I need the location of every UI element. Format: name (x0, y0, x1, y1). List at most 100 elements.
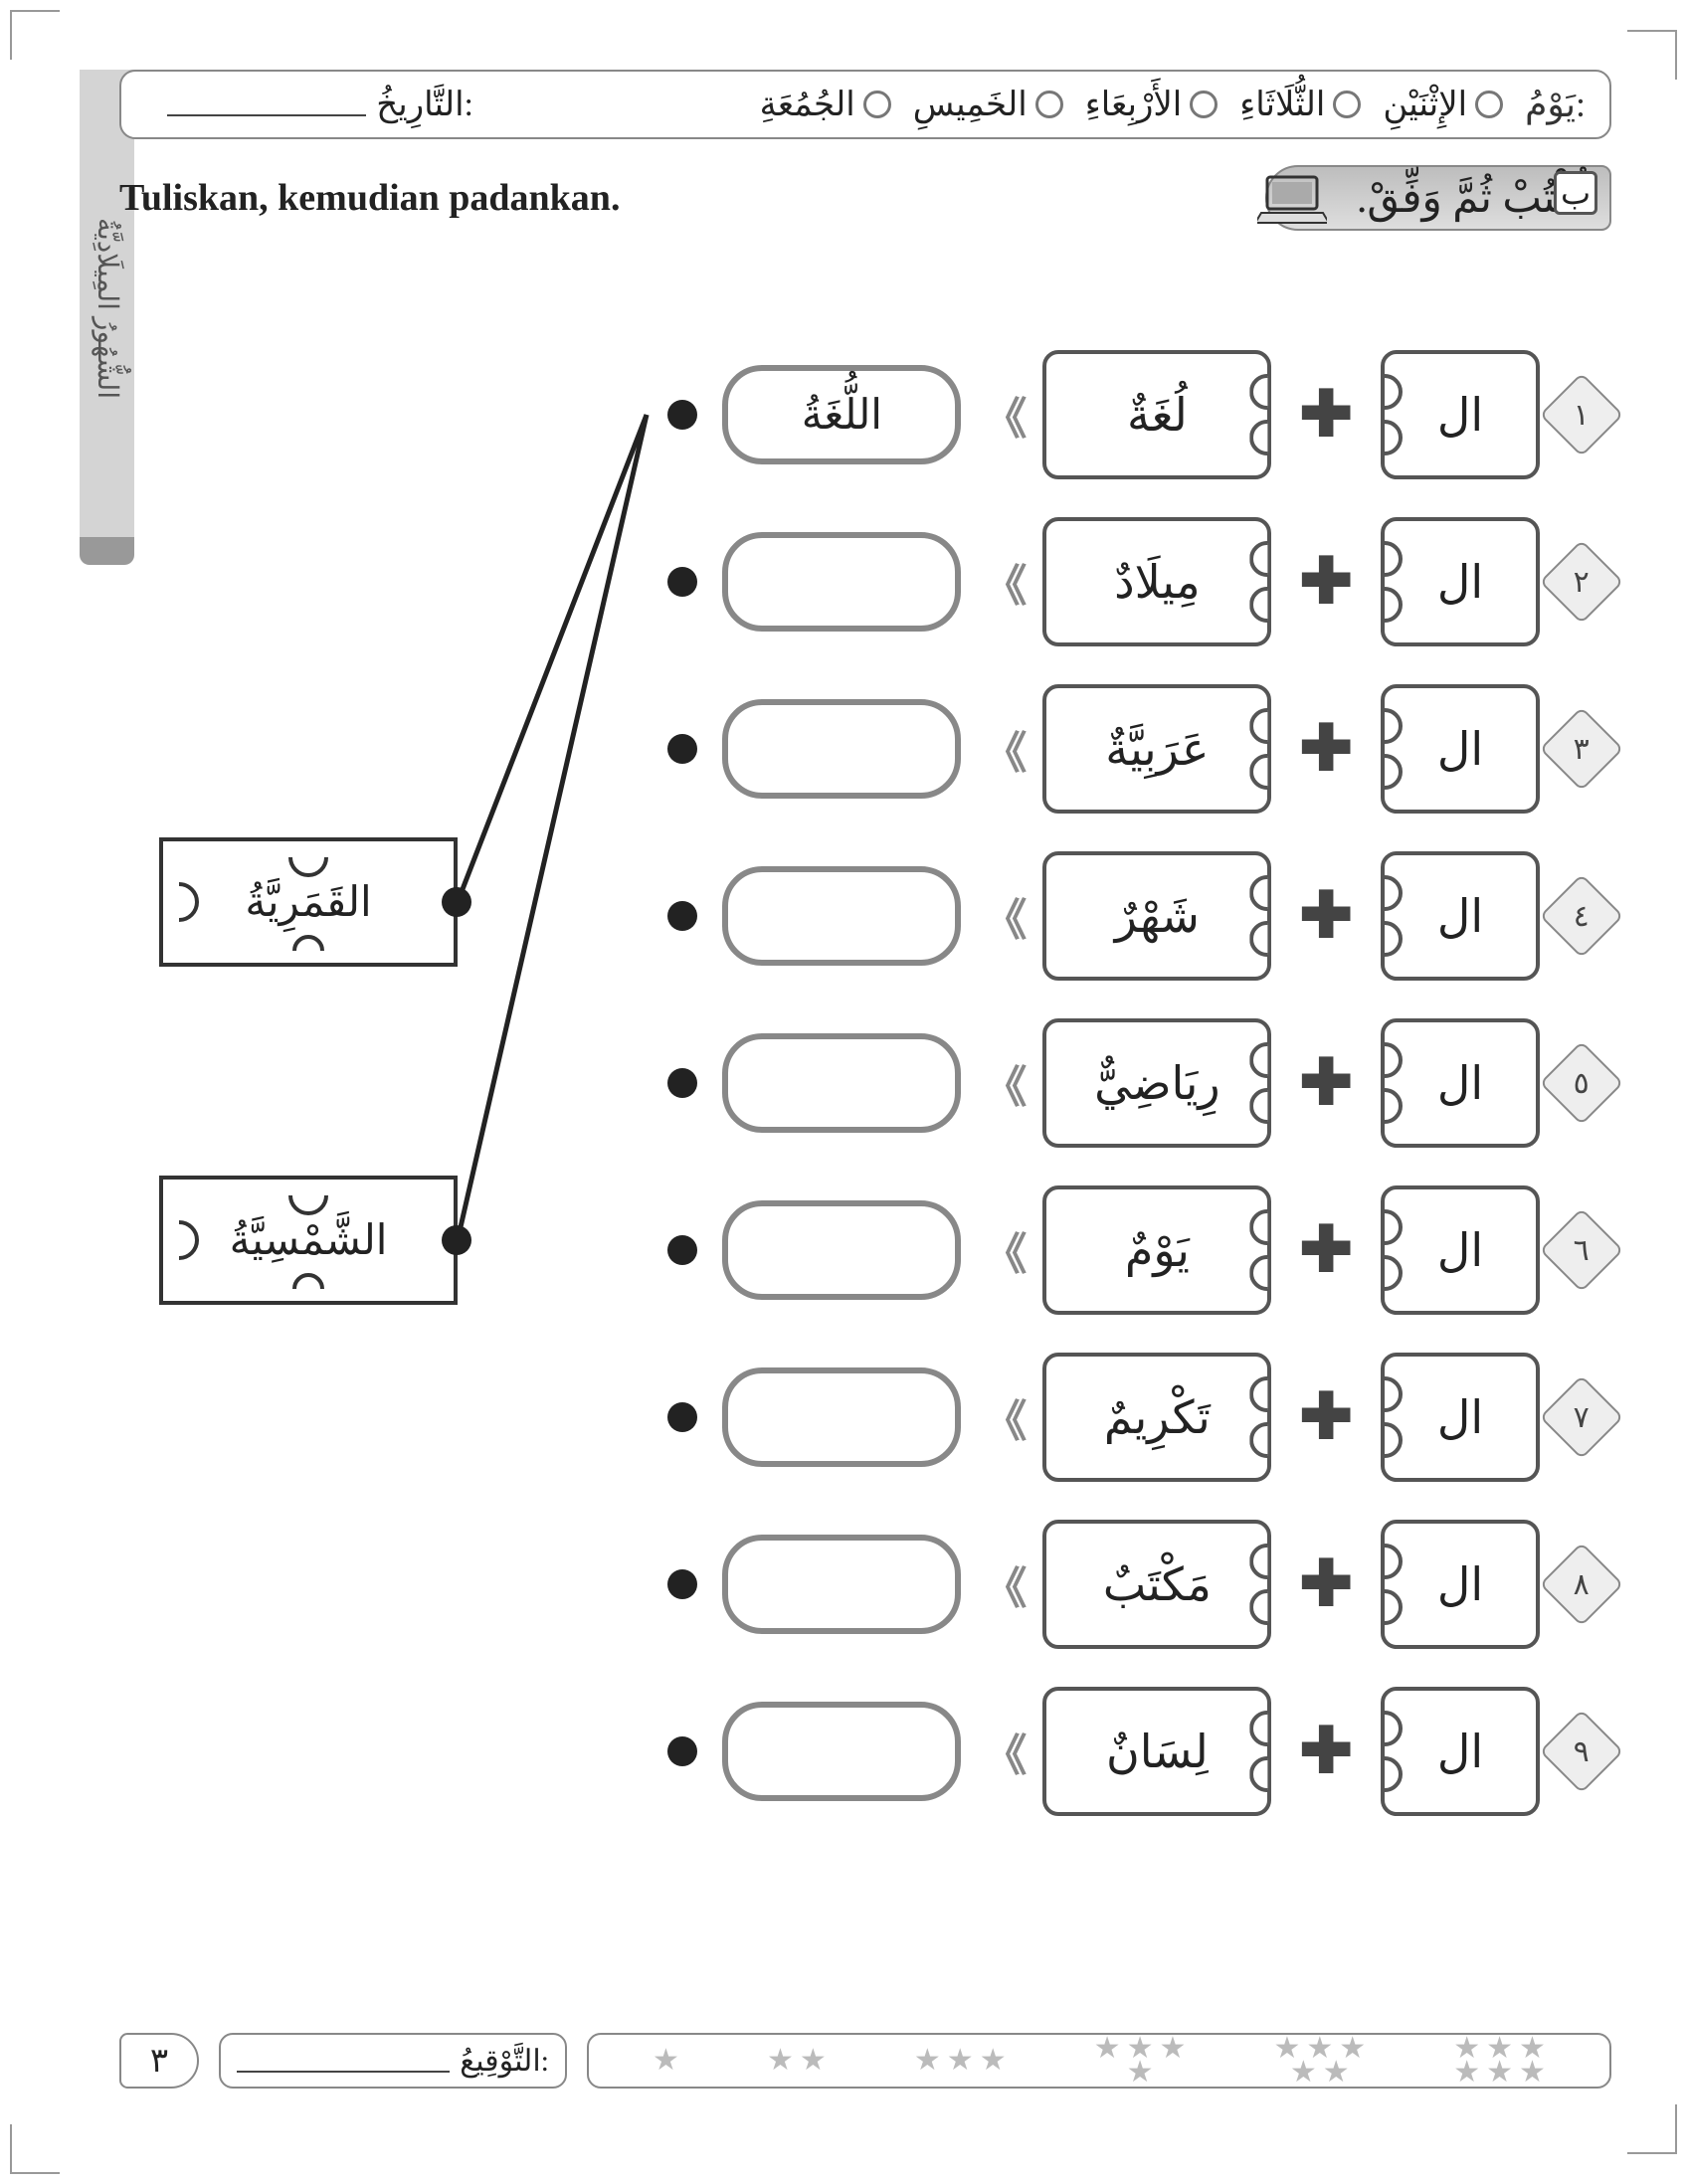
word-box: يَوْمٌ (1042, 1185, 1271, 1315)
row-number: ٢ (1540, 540, 1624, 625)
star-group[interactable]: ★★★★ (1094, 2037, 1187, 2085)
definite-article-box: ال (1381, 1018, 1540, 1148)
row-number: ١ (1540, 373, 1624, 457)
date-label: التَّارِيخُ: (376, 85, 473, 124)
word-box: مِيلَادٌ (1042, 517, 1271, 646)
answer-field[interactable] (722, 866, 961, 966)
answer-field[interactable] (722, 1702, 961, 1801)
radio-icon[interactable] (863, 91, 891, 118)
chevron-left-icon: 《 (983, 717, 1021, 781)
match-dot[interactable] (664, 567, 700, 597)
exercise-row: ٢ ال ✚ مِيلَادٌ 《 (664, 507, 1611, 656)
page-footer: ٣ التَّوْقِيعُ: ★★★★★★★★★★★★★★★★★★★★★ (119, 2033, 1611, 2089)
day-option[interactable]: الخَمِيسِ (913, 85, 1063, 124)
answer-field[interactable] (722, 1535, 961, 1634)
plus-icon: ✚ (1293, 378, 1359, 452)
radio-icon[interactable] (1475, 91, 1503, 118)
chevron-left-icon: 《 (983, 884, 1021, 948)
answer-field[interactable] (722, 1033, 961, 1133)
signature-box[interactable]: التَّوْقِيعُ: (219, 2033, 567, 2089)
star-icon: ★ (947, 2049, 974, 2073)
day-option[interactable]: الأَرْبِعَاءِ (1085, 85, 1218, 124)
instruction-row: Tuliskan, kemudian padankan. اُكْتُبْ ثُ… (119, 165, 1611, 231)
chevron-left-icon: 《 (983, 550, 1021, 614)
plus-icon: ✚ (1293, 879, 1359, 953)
definite-article-box: ال (1381, 1353, 1540, 1482)
word-box: شَهْرٌ (1042, 851, 1271, 981)
day-option[interactable]: الجُمُعَةِ (760, 85, 891, 124)
target-box-shamsiyya[interactable]: الشَّمْسِيَّةُ (159, 1176, 458, 1305)
star-icon: ★ (1519, 2061, 1546, 2085)
star-group[interactable]: ★ (653, 2049, 679, 2073)
plus-icon: ✚ (1293, 1715, 1359, 1788)
radio-icon[interactable] (1190, 91, 1218, 118)
signature-line[interactable] (237, 2049, 450, 2073)
chevron-left-icon: 《 (983, 1552, 1021, 1616)
star-group[interactable]: ★★★★★★ (1453, 2037, 1546, 2085)
date-field[interactable]: التَّارِيخُ: (145, 85, 473, 124)
row-number: ٦ (1540, 1208, 1624, 1293)
star-rating-box[interactable]: ★★★★★★★★★★★★★★★★★★★★★ (587, 2033, 1611, 2089)
day-text: الأَرْبِعَاءِ (1085, 85, 1182, 124)
exercise-area: القَمَرِيَّةُ الشَّمْسِيَّةُ ١ ال ✚ لُغَ… (119, 340, 1611, 1892)
answer-field[interactable] (722, 1200, 961, 1300)
day-option[interactable]: الثُّلَاثَاءِ (1239, 85, 1361, 124)
match-dot[interactable] (664, 1736, 700, 1766)
star-icon: ★ (1323, 2061, 1350, 2085)
star-icon: ★ (914, 2049, 941, 2073)
star-group[interactable]: ★★ (767, 2049, 827, 2073)
plus-icon: ✚ (1293, 545, 1359, 619)
section-letter: ب (1554, 171, 1597, 215)
exercise-row: ٥ ال ✚ رِيَاضِيٌّ 《 (664, 1008, 1611, 1158)
star-group[interactable]: ★★★ (914, 2049, 1007, 2073)
plus-icon: ✚ (1293, 1213, 1359, 1287)
definite-article-box: ال (1381, 684, 1540, 814)
chevron-left-icon: 《 (983, 1051, 1021, 1115)
radio-icon[interactable] (1035, 91, 1063, 118)
exercise-row: ٤ ال ✚ شَهْرٌ 《 (664, 841, 1611, 991)
answer-field[interactable] (722, 699, 961, 799)
match-dot[interactable] (664, 734, 700, 764)
word-box: مَكْتَبٌ (1042, 1520, 1271, 1649)
day-label: يَوْمُ: (1525, 84, 1586, 125)
day-text: الثُّلَاثَاءِ (1239, 85, 1325, 124)
definite-article-box: ال (1381, 517, 1540, 646)
star-icon: ★ (800, 2049, 827, 2073)
day-option[interactable]: الإِثْنَيْنِ (1383, 85, 1503, 124)
star-group[interactable]: ★★★★★ (1273, 2037, 1366, 2085)
star-icon: ★ (1486, 2061, 1513, 2085)
day-text: الخَمِيسِ (913, 85, 1028, 124)
match-dot[interactable] (664, 1569, 700, 1599)
exercise-row: ٨ ال ✚ مَكْتَبٌ 《 (664, 1510, 1611, 1659)
definite-article-box: ال (1381, 350, 1540, 479)
answer-field[interactable] (722, 532, 961, 632)
star-icon: ★ (1159, 2037, 1186, 2061)
plus-icon: ✚ (1293, 1046, 1359, 1120)
answer-field[interactable]: اللُّغَةُ (722, 365, 961, 464)
match-dot[interactable] (664, 1068, 700, 1098)
target-label: الشَّمْسِيَّةُ (230, 1215, 388, 1265)
match-dot[interactable] (664, 1235, 700, 1265)
exercise-row: ٣ ال ✚ عَرَبِيَّةٌ 《 (664, 674, 1611, 823)
exercise-row: ٩ ال ✚ لِسَانٌ 《 (664, 1677, 1611, 1826)
radio-icon[interactable] (1333, 91, 1361, 118)
exercise-row: ٧ ال ✚ تَكْرِيمٌ 《 (664, 1343, 1611, 1492)
target-box-qamariyya[interactable]: القَمَرِيَّةُ (159, 837, 458, 967)
definite-article-box: ال (1381, 1520, 1540, 1649)
date-input-line[interactable] (167, 92, 366, 116)
word-box: لِسَانٌ (1042, 1687, 1271, 1816)
star-icon: ★ (1290, 2061, 1317, 2085)
signature-label: التَّوْقِيعُ: (460, 2044, 549, 2079)
match-dot[interactable] (664, 1402, 700, 1432)
match-dot[interactable] (664, 400, 700, 430)
answer-field[interactable] (722, 1367, 961, 1467)
word-box: رِيَاضِيٌّ (1042, 1018, 1271, 1148)
day-text: الجُمُعَةِ (760, 85, 855, 124)
definite-article-box: ال (1381, 1185, 1540, 1315)
star-icon: ★ (1453, 2061, 1480, 2085)
definite-article-box: ال (1381, 1687, 1540, 1816)
star-icon: ★ (980, 2049, 1007, 2073)
match-dot[interactable] (664, 901, 700, 931)
chevron-left-icon: 《 (983, 1720, 1021, 1783)
row-number: ٣ (1540, 707, 1624, 792)
